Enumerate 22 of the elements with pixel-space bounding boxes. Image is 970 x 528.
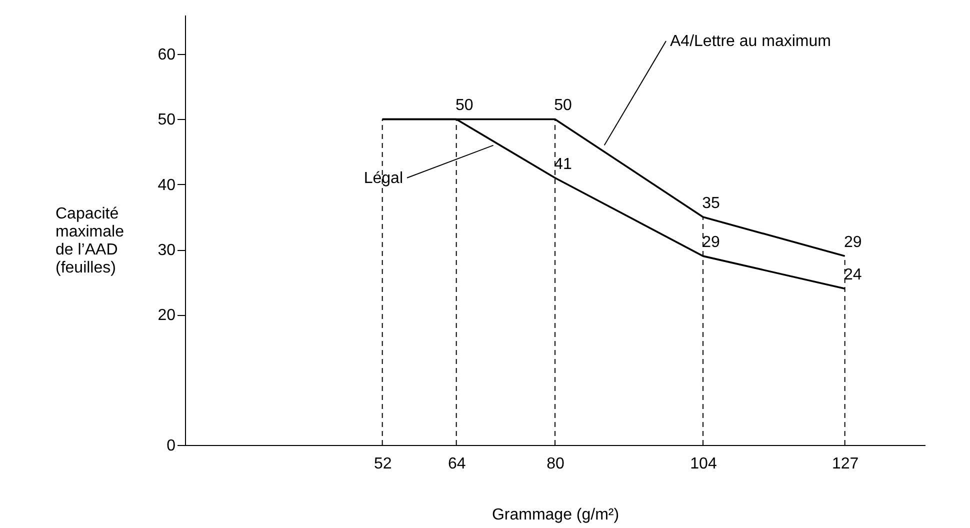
x-tick-label: 80 bbox=[546, 456, 564, 472]
x-tick-label: 52 bbox=[374, 456, 392, 472]
data-label: 50 bbox=[455, 97, 474, 114]
data-label: 29 bbox=[844, 234, 862, 252]
data-label: 50 bbox=[554, 97, 572, 114]
y-tick-label: 60 bbox=[158, 46, 176, 64]
data-label: 29 bbox=[702, 234, 720, 252]
y-tick-label: 20 bbox=[158, 307, 176, 324]
annotation: A4/Lettre au maximum bbox=[670, 33, 831, 50]
x-tick-label: 127 bbox=[832, 456, 859, 472]
x-axis-title: Grammage (g/m²) bbox=[492, 506, 620, 524]
data-label: 35 bbox=[702, 194, 720, 212]
data-label: 24 bbox=[844, 266, 862, 284]
y-tick-label: 0 bbox=[166, 438, 176, 454]
data-label: 41 bbox=[554, 156, 572, 173]
y-axis-title: Capacité maximale de l’AAD (feuilles) bbox=[56, 206, 124, 276]
y-tick-label: 50 bbox=[158, 112, 176, 129]
y-tick-label: 40 bbox=[158, 176, 176, 194]
x-tick-label: 64 bbox=[448, 456, 466, 472]
annotation: Légal bbox=[364, 170, 403, 187]
y-tick-label: 30 bbox=[158, 242, 176, 260]
x-tick-label: 104 bbox=[690, 456, 717, 472]
